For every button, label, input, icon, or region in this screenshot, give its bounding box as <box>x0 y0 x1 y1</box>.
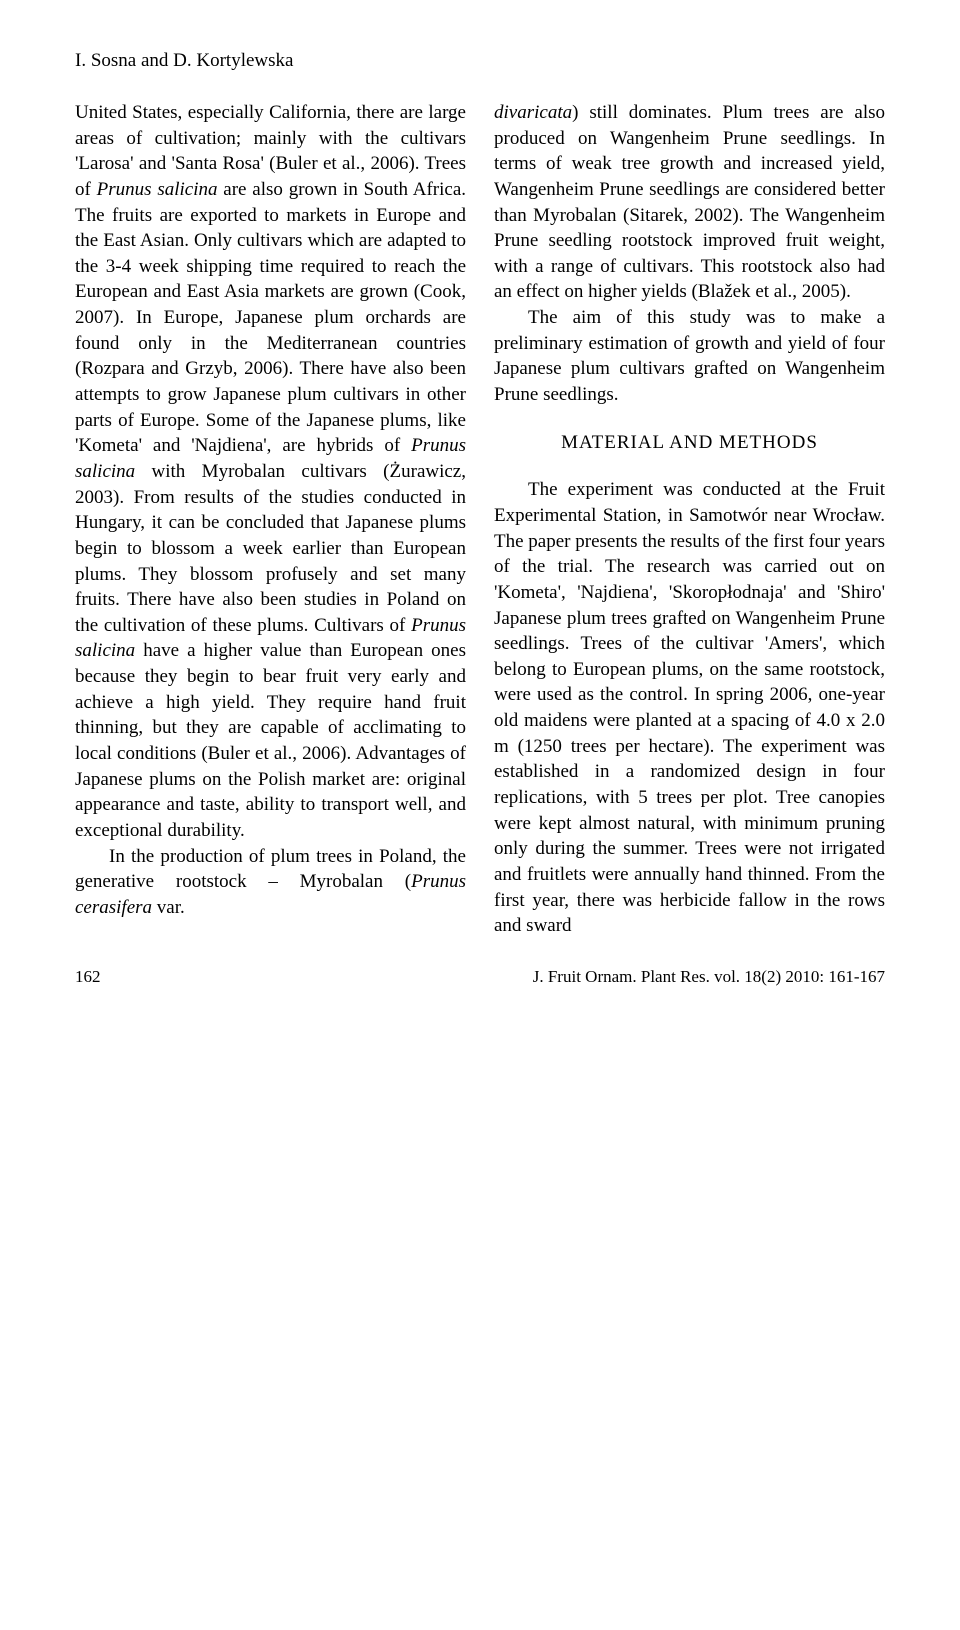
body-columns: United States, especially California, th… <box>75 100 885 939</box>
section-heading: MATERIAL AND METHODS <box>494 430 885 456</box>
journal-reference: J. Fruit Ornam. Plant Res. vol. 18(2) 20… <box>533 967 885 987</box>
paragraph-text: The experiment was conducted at the Frui… <box>494 479 885 936</box>
page-footer: 162 J. Fruit Ornam. Plant Res. vol. 18(2… <box>75 967 885 987</box>
paragraph: divaricata) still dominates. Plum trees … <box>494 100 885 305</box>
paragraph-text: United States, especially California, th… <box>75 102 466 841</box>
paragraph: The aim of this study was to make a prel… <box>494 305 885 408</box>
paragraph: In the production of plum trees in Polan… <box>75 844 466 921</box>
authors-line: I. Sosna and D. Kortylewska <box>75 50 885 72</box>
paragraph: United States, especially California, th… <box>75 100 466 844</box>
page-number: 162 <box>75 967 101 987</box>
paragraph-text: divaricata) still dominates. Plum trees … <box>494 102 885 302</box>
paragraph-text: In the production of plum trees in Polan… <box>75 846 466 918</box>
paragraph-text: The aim of this study was to make a prel… <box>494 307 885 405</box>
paragraph: The experiment was conducted at the Frui… <box>494 477 885 939</box>
